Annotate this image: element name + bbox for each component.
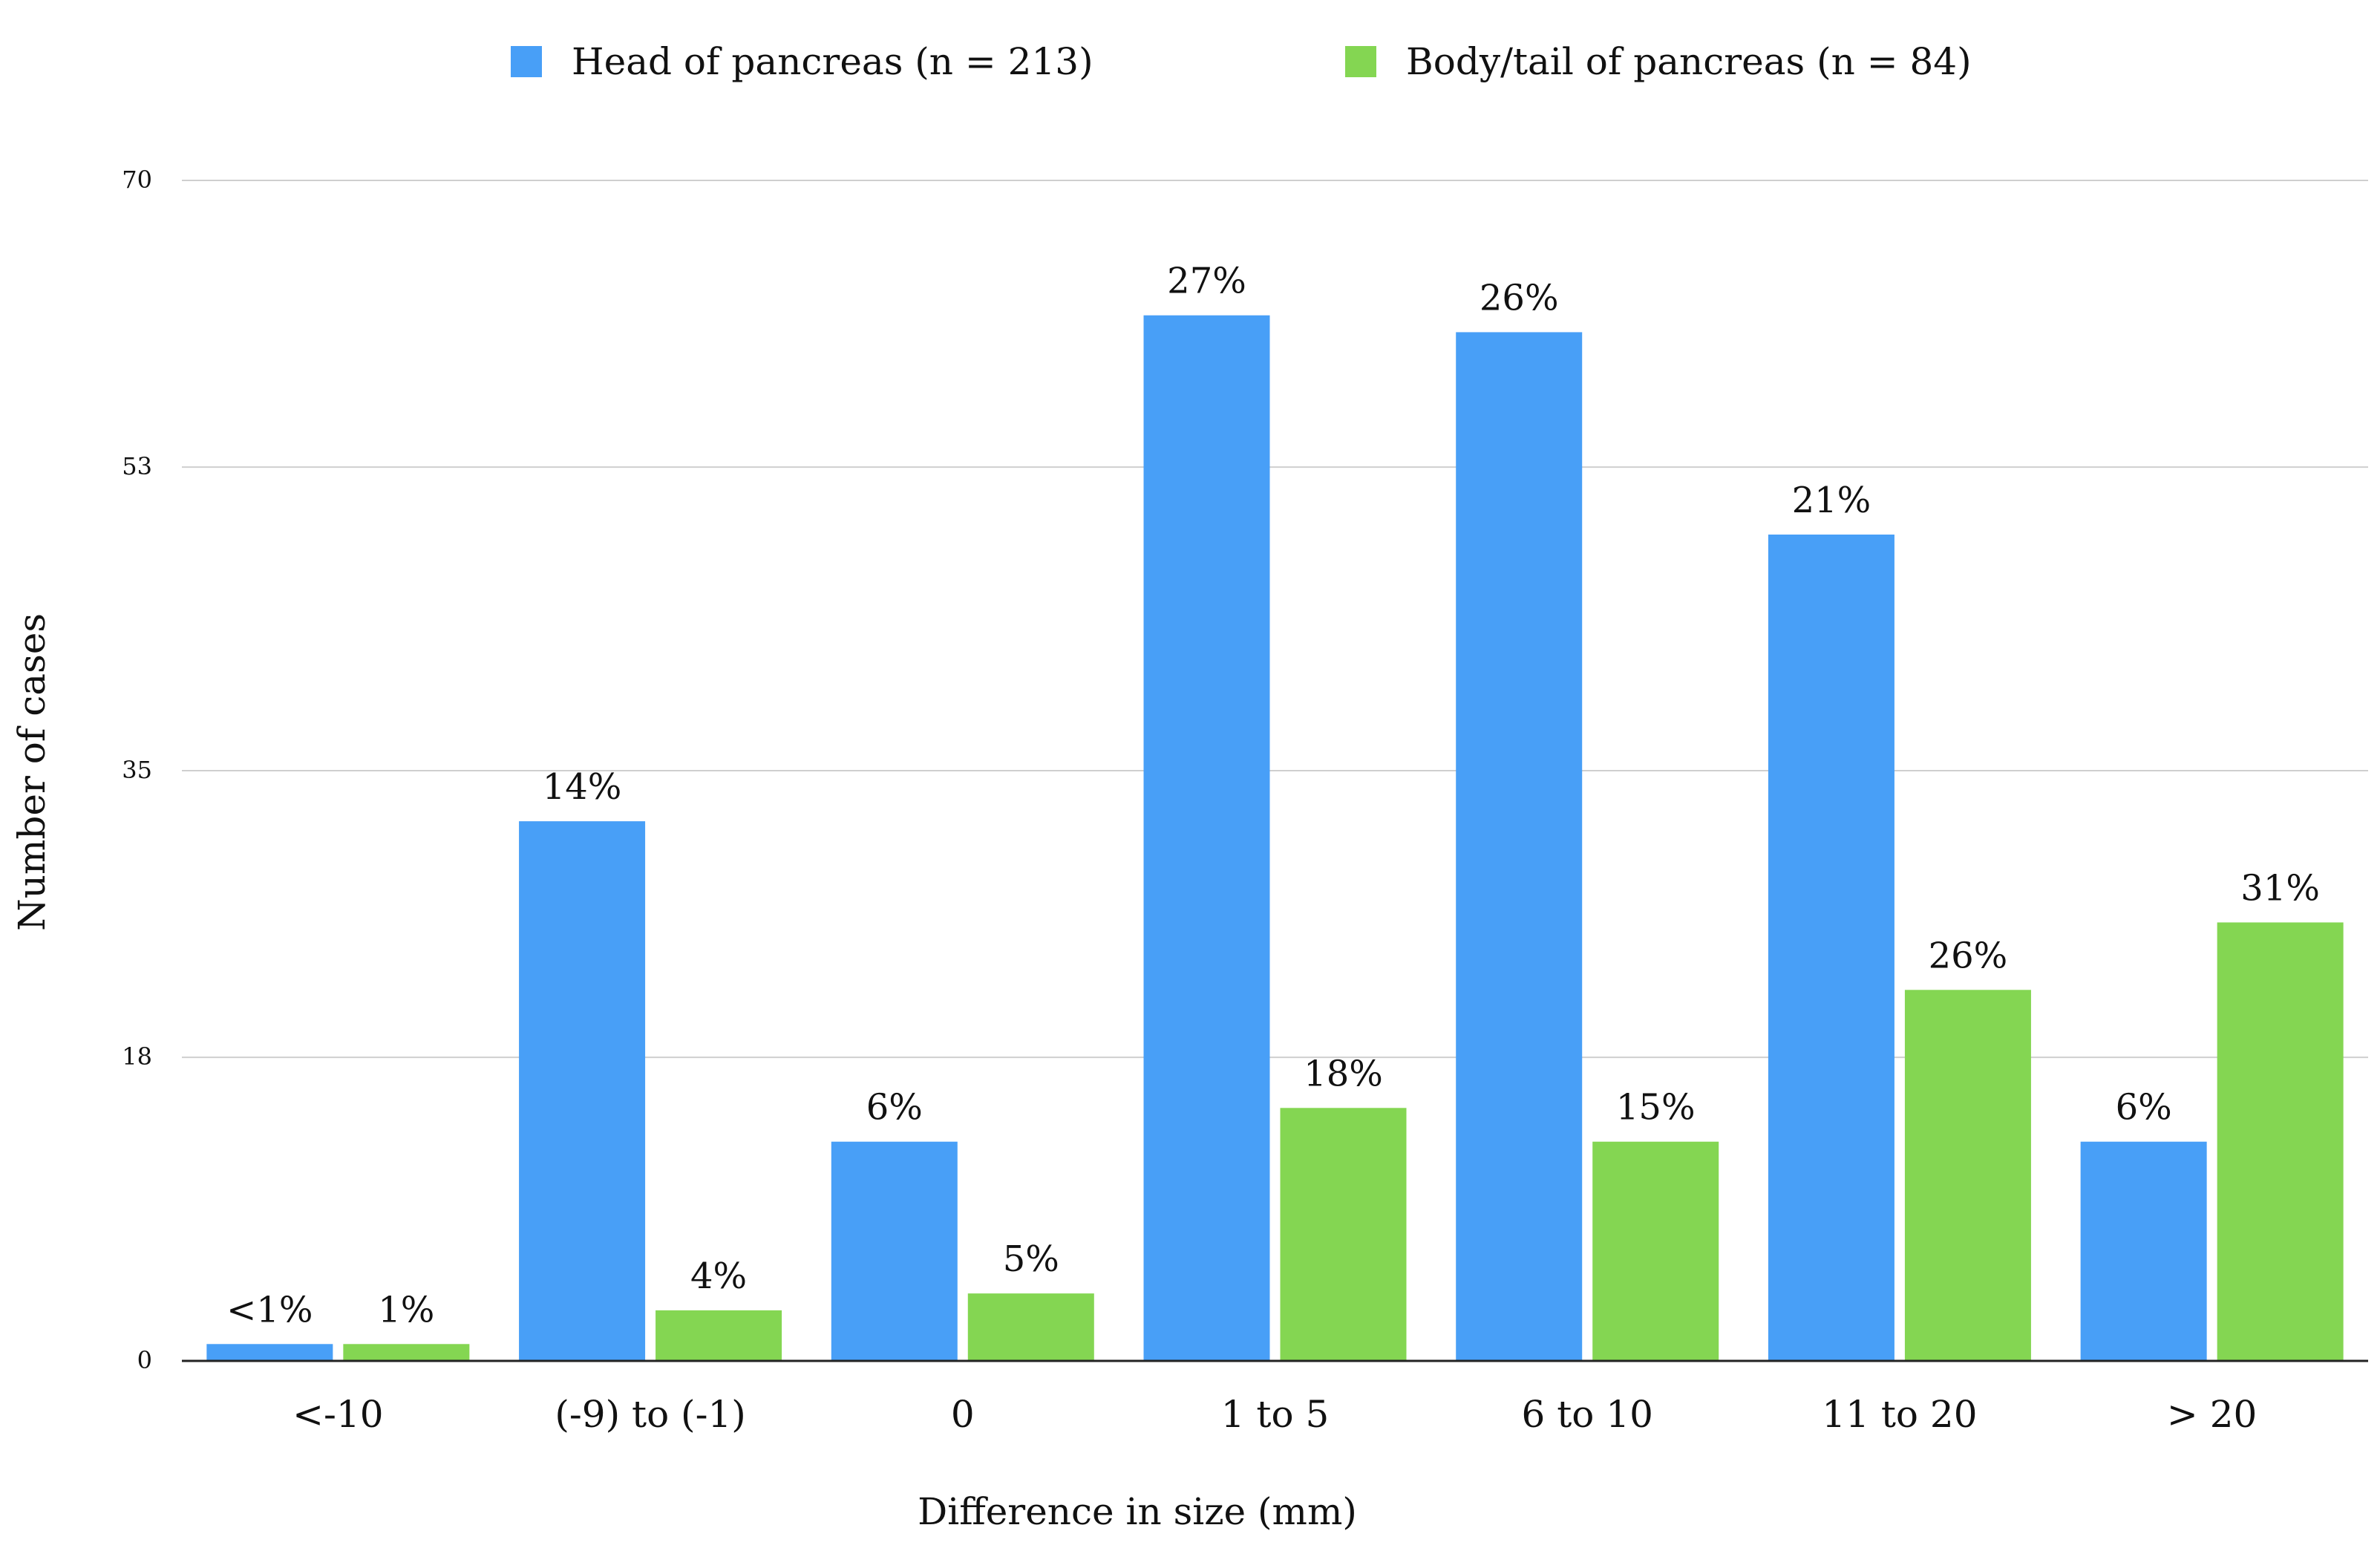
bar-body-tail: [1904, 990, 2031, 1361]
legend-swatch: [511, 46, 542, 77]
y-tick-label: 70: [122, 166, 152, 194]
bar-body-tail: [1280, 1108, 1407, 1361]
data-label: <1%: [226, 1289, 313, 1330]
bar-head: [2080, 1141, 2207, 1361]
data-label: 6%: [866, 1087, 923, 1129]
data-label: 26%: [1480, 277, 1559, 319]
x-tick-label: > 20: [2167, 1393, 2257, 1436]
gridlines: [182, 180, 2368, 1059]
data-labels: <1% 1% 14% 4% 6% 5% 27% 18% 26% 15% 21% 26% 6% 31%: [226, 261, 2320, 1331]
bar-body-tail: [967, 1293, 1094, 1361]
data-label: 26%: [1929, 935, 2008, 976]
data-label: 31%: [2240, 867, 2320, 909]
legend-label: Head of pancreas (n = 213): [572, 40, 1093, 83]
bar-head: [831, 1141, 958, 1361]
bar-head: [1143, 315, 1270, 1361]
y-tick-label: 0: [137, 1346, 152, 1374]
bar-head: [1456, 332, 1583, 1361]
y-tick-label: 53: [122, 452, 152, 480]
data-label: 1%: [378, 1289, 434, 1330]
data-label: 4%: [690, 1255, 747, 1297]
bar-head: [206, 1344, 333, 1361]
x-tick-label: <-10: [292, 1393, 383, 1436]
y-tick-label: 35: [122, 756, 152, 784]
x-axis-label: Difference in size (mm): [918, 1490, 1357, 1533]
x-tick-label: 0: [951, 1393, 975, 1436]
legend-swatch: [1345, 46, 1376, 77]
x-tick-label: (-9) to (-1): [555, 1393, 745, 1436]
y-axis-label: Number of cases: [10, 613, 53, 931]
legend: Head of pancreas (n = 213) Body/tail of p…: [511, 40, 1972, 83]
data-label: 21%: [1792, 480, 1871, 521]
x-tick-label: 6 to 10: [1522, 1393, 1653, 1436]
x-tick-label: 11 to 20: [1822, 1393, 1977, 1436]
axes: 0 18 35 53 70 <-10 (-9) to (-1) 0 1 to 5 6 to 10 1…: [122, 166, 2368, 1436]
bar-head: [519, 821, 646, 1361]
data-label: 27%: [1167, 261, 1246, 302]
data-label: 6%: [2116, 1087, 2172, 1129]
data-label: 15%: [1616, 1087, 1696, 1129]
bar-body-tail: [1592, 1141, 1719, 1361]
data-label: 18%: [1304, 1053, 1383, 1094]
bar-body-tail: [343, 1344, 470, 1361]
legend-label: Body/tail of pancreas (n = 84): [1406, 40, 1972, 83]
bars: [206, 315, 2344, 1361]
x-tick-label: 1 to 5: [1221, 1393, 1330, 1436]
data-label: 5%: [1003, 1238, 1059, 1280]
bar-body-tail: [2217, 922, 2344, 1361]
bar-body-tail: [656, 1310, 782, 1361]
bar-head: [1768, 535, 1894, 1361]
data-label: 14%: [543, 766, 622, 808]
y-tick-label: 18: [122, 1042, 152, 1071]
